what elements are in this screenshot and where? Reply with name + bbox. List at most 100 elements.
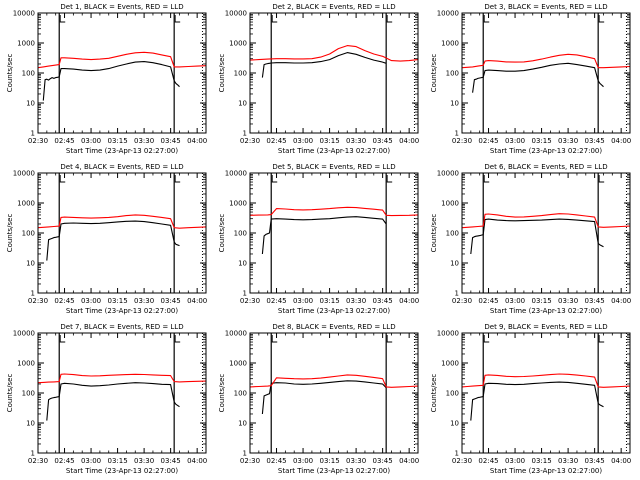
x-tick-label: 02:45 [54, 137, 74, 145]
x-tick-label: 03:45 [585, 137, 605, 145]
y-tick-label: 100 [22, 390, 35, 398]
x-tick-label: 02:30 [452, 457, 472, 465]
y-tick-label: 10 [26, 260, 35, 268]
y-axis-label: Counts/sec [430, 214, 438, 253]
y-tick-label: 1 [243, 450, 247, 458]
interval-marker-tag [59, 335, 66, 343]
x-tick-label: 02:45 [478, 457, 498, 465]
x-tick-label: 03:00 [293, 297, 313, 305]
y-tick-label: 100 [234, 70, 247, 78]
chart-panel-6: Det 6, BLACK = Events, RED = LLD Counts/s… [430, 163, 631, 315]
x-tick-label: 04:00 [187, 457, 207, 465]
y-tick-label: 1000 [229, 360, 247, 368]
series-line-events [470, 381, 604, 421]
x-tick-label: 03:30 [134, 137, 154, 145]
y-axis-label: Counts/sec [218, 374, 226, 413]
x-tick-label: 03:30 [346, 137, 366, 145]
x-tick-label: 03:45 [585, 297, 605, 305]
x-tick-label: 02:30 [452, 137, 472, 145]
x-tick-label: 03:30 [558, 297, 578, 305]
interval-marker-tag [174, 15, 181, 23]
x-tick-label: 03:00 [81, 137, 101, 145]
series-line-events [46, 382, 180, 421]
x-tick-label: 02:30 [452, 297, 472, 305]
y-tick-label: 10000 [437, 330, 459, 338]
series-line-events [261, 52, 387, 78]
x-tick-label: 03:00 [505, 137, 525, 145]
series-line-lld [37, 373, 207, 384]
y-tick-label: 10 [238, 420, 247, 428]
series-line-events [42, 61, 180, 101]
y-tick-label: 10000 [13, 330, 35, 338]
y-tick-label: 1 [31, 130, 35, 138]
plot-frame [249, 12, 419, 134]
x-tick-label: 03:15 [107, 297, 127, 305]
chart-panel-7: Det 7, BLACK = Events, RED = LLD Counts/s… [6, 323, 207, 475]
series-line-lld [461, 213, 631, 229]
x-tick-label: 03:45 [161, 297, 181, 305]
x-tick-label: 03:45 [373, 137, 393, 145]
y-tick-label: 10000 [13, 10, 35, 18]
interval-marker-tag [174, 335, 181, 343]
x-tick-label: 04:00 [611, 297, 631, 305]
interval-marker-tag [271, 335, 278, 343]
x-tick-label: 03:30 [346, 457, 366, 465]
x-tick-label: 04:00 [187, 137, 207, 145]
y-tick-label: 1000 [17, 360, 35, 368]
plot-frame [461, 172, 631, 294]
x-tick-label: 03:30 [558, 137, 578, 145]
y-tick-label: 100 [22, 230, 35, 238]
x-axis-label: Start Time (23-Apr-13 02:27:00) [278, 307, 390, 315]
x-tick-label: 03:45 [161, 457, 181, 465]
y-axis-label: Counts/sec [6, 374, 14, 413]
interval-marker-tag [271, 15, 278, 23]
x-axis-label: Start Time (23-Apr-13 02:27:00) [490, 467, 602, 475]
interval-marker-tag [174, 175, 181, 183]
y-tick-label: 10 [450, 100, 459, 108]
x-tick-label: 02:30 [240, 137, 260, 145]
chart-panel-2: Det 2, BLACK = Events, RED = LLD Counts/s… [218, 3, 419, 155]
x-tick-label: 02:45 [478, 137, 498, 145]
x-tick-label: 03:15 [319, 457, 339, 465]
interval-marker-tag [386, 15, 393, 23]
y-tick-label: 100 [234, 230, 247, 238]
chart-panel-4: Det 4, BLACK = Events, RED = LLD Counts/s… [6, 163, 207, 315]
y-tick-label: 1000 [441, 40, 459, 48]
y-tick-label: 100 [446, 230, 459, 238]
x-tick-label: 03:15 [531, 457, 551, 465]
interval-marker-tag [386, 335, 393, 343]
interval-marker-tag [483, 175, 490, 183]
x-tick-label: 02:45 [54, 297, 74, 305]
chart-title: Det 2, BLACK = Events, RED = LLD [272, 3, 395, 11]
y-tick-label: 10 [26, 100, 35, 108]
y-tick-label: 1 [243, 290, 247, 298]
y-tick-label: 1 [31, 290, 35, 298]
interval-marker-tag [483, 335, 490, 343]
y-tick-label: 10 [26, 420, 35, 428]
series-line-events [46, 220, 180, 261]
x-tick-label: 02:45 [266, 137, 286, 145]
x-tick-label: 03:00 [81, 457, 101, 465]
x-tick-label: 03:00 [293, 137, 313, 145]
y-tick-label: 1 [455, 130, 459, 138]
x-tick-label: 02:30 [240, 457, 260, 465]
x-tick-label: 03:00 [293, 457, 313, 465]
y-axis-label: Counts/sec [218, 214, 226, 253]
x-tick-label: 04:00 [611, 137, 631, 145]
chart-title: Det 8, BLACK = Events, RED = LLD [272, 323, 395, 331]
interval-marker-tag [483, 15, 490, 23]
chart-panel-8: Det 8, BLACK = Events, RED = LLD Counts/s… [218, 323, 419, 475]
y-tick-label: 1 [31, 450, 35, 458]
x-tick-label: 02:30 [28, 297, 48, 305]
x-tick-label: 02:30 [28, 457, 48, 465]
y-tick-label: 10000 [13, 170, 35, 178]
x-tick-label: 04:00 [399, 297, 419, 305]
plot-frame [249, 172, 419, 294]
x-tick-label: 03:15 [531, 297, 551, 305]
x-tick-label: 03:15 [107, 457, 127, 465]
plot-frame [461, 12, 631, 134]
y-tick-label: 100 [446, 390, 459, 398]
x-tick-label: 02:45 [266, 457, 286, 465]
chart-panel-9: Det 9, BLACK = Events, RED = LLD Counts/s… [430, 323, 631, 475]
interval-marker-tag [271, 175, 278, 183]
